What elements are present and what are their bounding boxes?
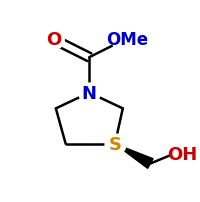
Text: OH: OH bbox=[166, 145, 196, 163]
Text: OMe: OMe bbox=[105, 31, 147, 49]
Text: N: N bbox=[81, 84, 96, 102]
Polygon shape bbox=[114, 144, 152, 168]
Text: O: O bbox=[46, 31, 61, 49]
Text: S: S bbox=[108, 135, 121, 153]
